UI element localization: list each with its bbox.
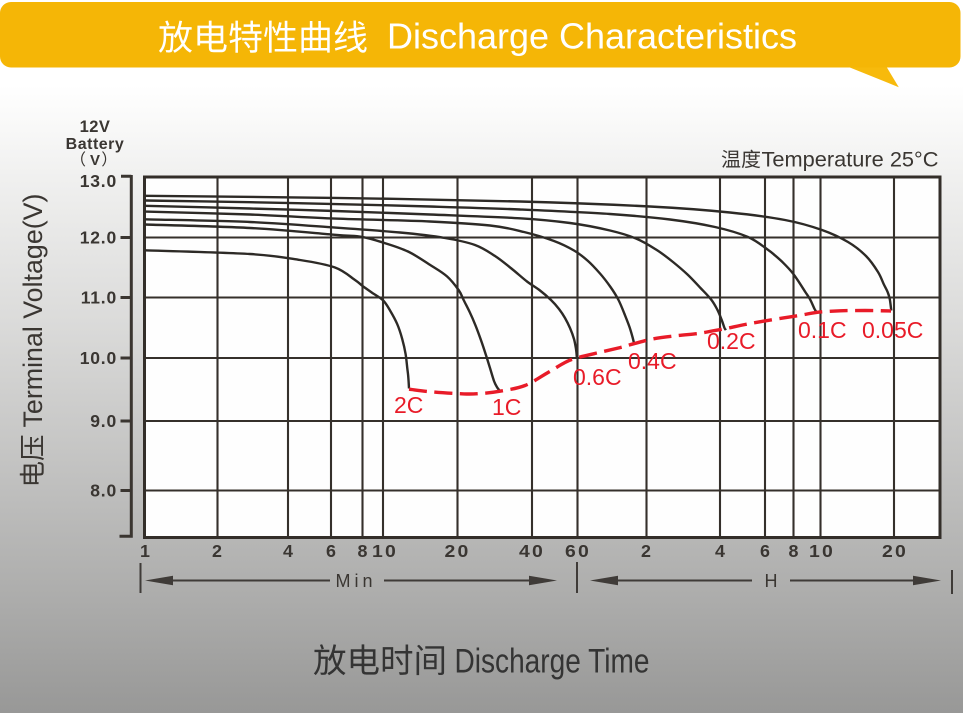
svg-text:1: 1 bbox=[140, 541, 152, 561]
svg-text:20: 20 bbox=[445, 541, 471, 561]
svg-text:0.4C: 0.4C bbox=[628, 348, 677, 374]
svg-text:10: 10 bbox=[809, 541, 835, 561]
svg-text:1C: 1C bbox=[492, 394, 521, 420]
svg-text:0.1C: 0.1C bbox=[798, 317, 847, 343]
svg-text:0.6C: 0.6C bbox=[573, 364, 622, 390]
svg-text:12V: 12V bbox=[80, 118, 111, 136]
svg-text:H: H bbox=[765, 571, 778, 591]
svg-text:8: 8 bbox=[789, 541, 801, 561]
svg-text:11.0: 11.0 bbox=[81, 288, 117, 308]
svg-text:4: 4 bbox=[715, 541, 727, 561]
svg-text:2C: 2C bbox=[394, 392, 423, 418]
svg-text:60: 60 bbox=[565, 541, 591, 561]
svg-text:Discharge Characteristics: Discharge Characteristics bbox=[387, 16, 797, 57]
svg-text:0.2C: 0.2C bbox=[707, 328, 756, 354]
svg-text:V: V bbox=[90, 152, 100, 169]
svg-text:Temperature 25°C: Temperature 25°C bbox=[762, 149, 939, 172]
svg-text:Battery: Battery bbox=[66, 136, 125, 153]
svg-text:Terminal Voltage(V): Terminal Voltage(V) bbox=[18, 194, 48, 428]
svg-text:9.0: 9.0 bbox=[90, 411, 117, 431]
svg-text:40: 40 bbox=[519, 541, 545, 561]
svg-text:6: 6 bbox=[326, 541, 338, 561]
svg-text:2: 2 bbox=[641, 541, 653, 561]
svg-text:20: 20 bbox=[882, 541, 908, 561]
svg-text:10.0: 10.0 bbox=[80, 348, 117, 368]
svg-text:12.0: 12.0 bbox=[80, 228, 117, 248]
svg-text:2: 2 bbox=[212, 541, 224, 561]
svg-text:4: 4 bbox=[283, 541, 295, 561]
svg-text:10: 10 bbox=[372, 541, 398, 561]
svg-text:6: 6 bbox=[760, 541, 772, 561]
svg-text:13.0: 13.0 bbox=[80, 171, 117, 191]
svg-text:8: 8 bbox=[358, 541, 370, 561]
svg-text:8.0: 8.0 bbox=[90, 481, 117, 501]
svg-text:Discharge Time: Discharge Time bbox=[455, 643, 650, 681]
svg-text:Min: Min bbox=[335, 571, 376, 591]
svg-text:0.05C: 0.05C bbox=[862, 317, 923, 343]
